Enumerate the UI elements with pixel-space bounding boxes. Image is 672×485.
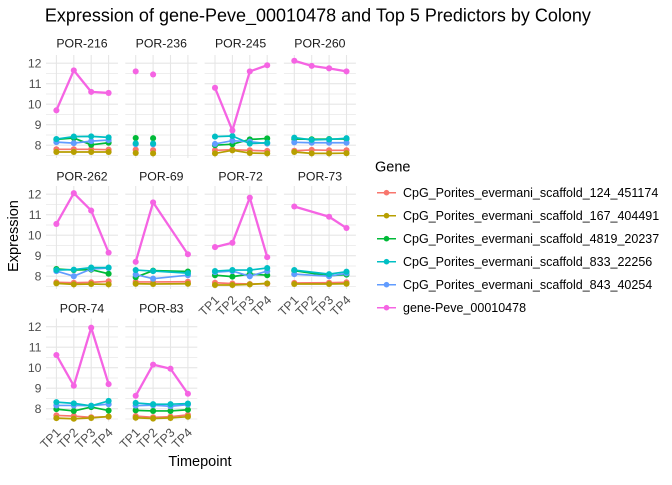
svg-text:POR-69: POR-69 (139, 169, 184, 183)
svg-text:POR-262: POR-262 (56, 169, 107, 183)
svg-text:Expression of gene-Peve_000104: Expression of gene-Peve_00010478 and Top… (45, 5, 591, 26)
svg-text:8: 8 (35, 270, 42, 284)
svg-text:POR-245: POR-245 (215, 37, 266, 51)
svg-text:POR-260: POR-260 (294, 37, 345, 51)
svg-text:11: 11 (29, 77, 42, 91)
svg-text:8: 8 (35, 139, 42, 153)
svg-text:Timepoint: Timepoint (168, 454, 231, 470)
svg-text:CpG_Porites_evermani_scaffold_: CpG_Porites_evermani_scaffold_124_451174 (403, 186, 658, 200)
svg-text:10: 10 (28, 98, 42, 112)
svg-text:POR-236: POR-236 (136, 37, 187, 51)
svg-text:10: 10 (28, 229, 42, 243)
svg-text:Gene: Gene (375, 160, 410, 176)
svg-text:POR-74: POR-74 (60, 301, 105, 315)
svg-text:9: 9 (35, 249, 42, 263)
svg-text:gene-Peve_00010478: gene-Peve_00010478 (403, 301, 526, 315)
svg-text:8: 8 (35, 402, 42, 416)
svg-text:CpG_Porites_evermani_scaffold_: CpG_Porites_evermani_scaffold_167_404491 (403, 209, 659, 223)
svg-text:12: 12 (28, 57, 42, 71)
svg-text:POR-73: POR-73 (298, 169, 343, 183)
svg-text:POR-216: POR-216 (56, 37, 107, 51)
svg-text:12: 12 (28, 320, 42, 334)
svg-text:12: 12 (28, 188, 42, 202)
svg-text:11: 11 (29, 208, 42, 222)
svg-text:10: 10 (28, 361, 42, 375)
svg-text:Expression: Expression (6, 200, 22, 272)
svg-text:CpG_Porites_evermani_scaffold_: CpG_Porites_evermani_scaffold_4819_20237 (403, 232, 659, 246)
svg-text:9: 9 (35, 382, 42, 396)
svg-text:CpG_Porites_evermani_scaffold_: CpG_Porites_evermani_scaffold_843_40254 (403, 278, 652, 292)
svg-text:POR-72: POR-72 (218, 169, 263, 183)
svg-text:9: 9 (35, 118, 42, 132)
svg-text:POR-83: POR-83 (139, 301, 184, 315)
svg-text:CpG_Porites_evermani_scaffold_: CpG_Porites_evermani_scaffold_833_22256 (403, 255, 652, 269)
svg-text:11: 11 (29, 341, 42, 355)
